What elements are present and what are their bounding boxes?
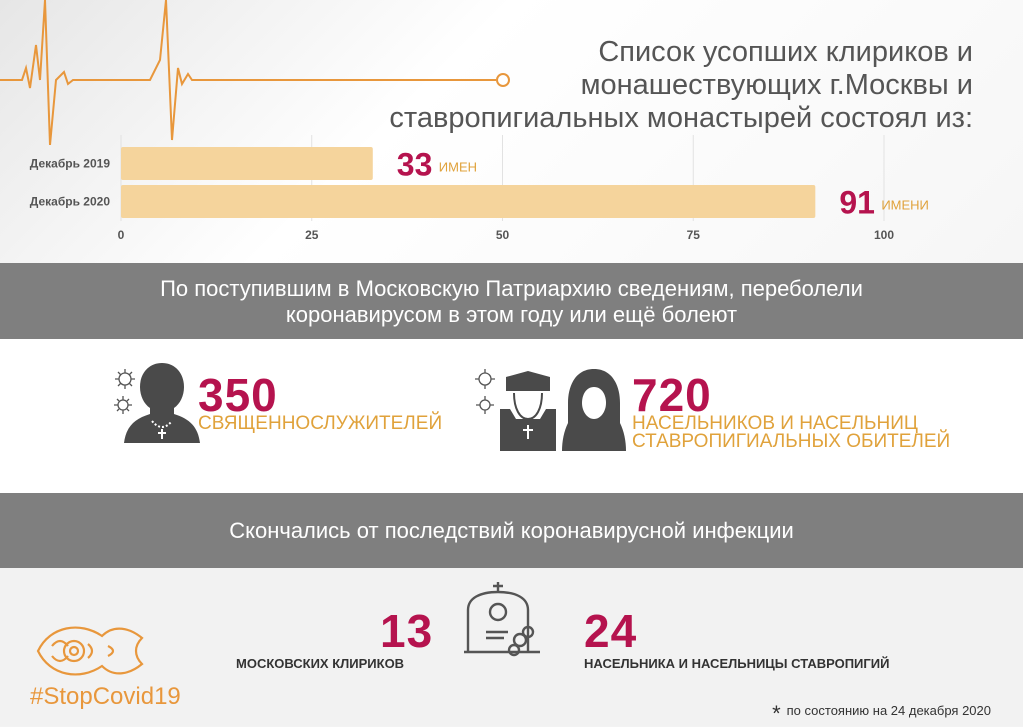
- priest-icon: [124, 363, 200, 443]
- tick-label: 50: [496, 228, 510, 242]
- gravestone-icon: [464, 582, 540, 657]
- deceased-section: #StopCovid19 13 МОСКОВСКИХ КЛИРИКОВ 24 Н…: [0, 568, 1023, 726]
- banner-line: коронавирусом в этом году или ещё болеют: [285, 302, 738, 327]
- category-label: Декабрь 2019: [30, 157, 111, 171]
- tick-label: 25: [305, 228, 319, 242]
- footnote-text: по состоянию на 24 декабря 2020: [786, 703, 991, 718]
- data-label: 33: [397, 147, 433, 183]
- title-line: монашествующих г.Москвы и: [580, 69, 973, 101]
- clergy-count: 350: [198, 369, 278, 421]
- monastics-count: 720: [632, 369, 712, 421]
- data-unit-label: ИМЕН: [439, 160, 477, 175]
- data-label: 91: [839, 185, 875, 221]
- heartbeat-line-icon: [0, 0, 510, 145]
- asterisk-icon: *: [772, 701, 781, 726]
- category-label: Декабрь 2020: [30, 195, 111, 209]
- died-monastics-label: НАСЕЛЬНИКА И НАСЕЛЬНИЦЫ СТАВРОПИГИЙ: [584, 656, 890, 671]
- died-clergy-count: 13: [380, 605, 434, 657]
- monk-icon: [500, 371, 556, 451]
- ornament-fish-icon: [36, 626, 144, 676]
- title-line: ставропигиальных монастырей состоял из:: [389, 102, 973, 134]
- footnote: * по состоянию на 24 декабря 2020: [772, 701, 991, 727]
- nun-icon: [562, 369, 626, 451]
- monastics-label-2: СТАВРОПИГИАЛЬНЫХ ОБИТЕЛЕЙ: [632, 431, 951, 452]
- virus-icon: [114, 369, 135, 414]
- clergy-label: СВЯЩЕННОСЛУЖИТЕЛЕЙ: [198, 413, 443, 434]
- bar-chart: Декабрь 2019 33 ИМЕН Декабрь 2020 91 ИМЕНИ 0 25…: [30, 135, 929, 242]
- virus-icon: [475, 369, 495, 414]
- recovered-banner: По поступившим в Московскую Патриархию с…: [0, 263, 1023, 339]
- bar: [121, 147, 373, 180]
- page-title: Список усопших клириков и монашествующих…: [333, 36, 973, 135]
- monastics-label-1: НАСЕЛЬНИКОВ И НАСЕЛЬНИЦ: [632, 413, 918, 434]
- title-line: Список усопших клириков и: [598, 36, 973, 68]
- tick-label: 100: [874, 228, 894, 242]
- banner-line: По поступившим в Московскую Патриархию с…: [160, 276, 863, 301]
- header-section: Список усопших клириков и монашествующих…: [0, 0, 1023, 263]
- tick-label: 75: [687, 228, 701, 242]
- infected-section: 350 СВЯЩЕННОСЛУЖИТЕЛЕЙ 720 НАСЕЛЬНИКОВ И…: [0, 339, 1023, 493]
- data-unit-label: ИМЕНИ: [881, 198, 929, 213]
- bar: [121, 185, 816, 218]
- tick-label: 0: [118, 228, 125, 242]
- died-clergy-label: МОСКОВСКИХ КЛИРИКОВ: [236, 656, 405, 671]
- deceased-banner: Скончались от последствий коронавирусной…: [0, 493, 1023, 568]
- died-monastics-count: 24: [584, 605, 638, 657]
- hashtag: #StopCovid19: [30, 683, 181, 710]
